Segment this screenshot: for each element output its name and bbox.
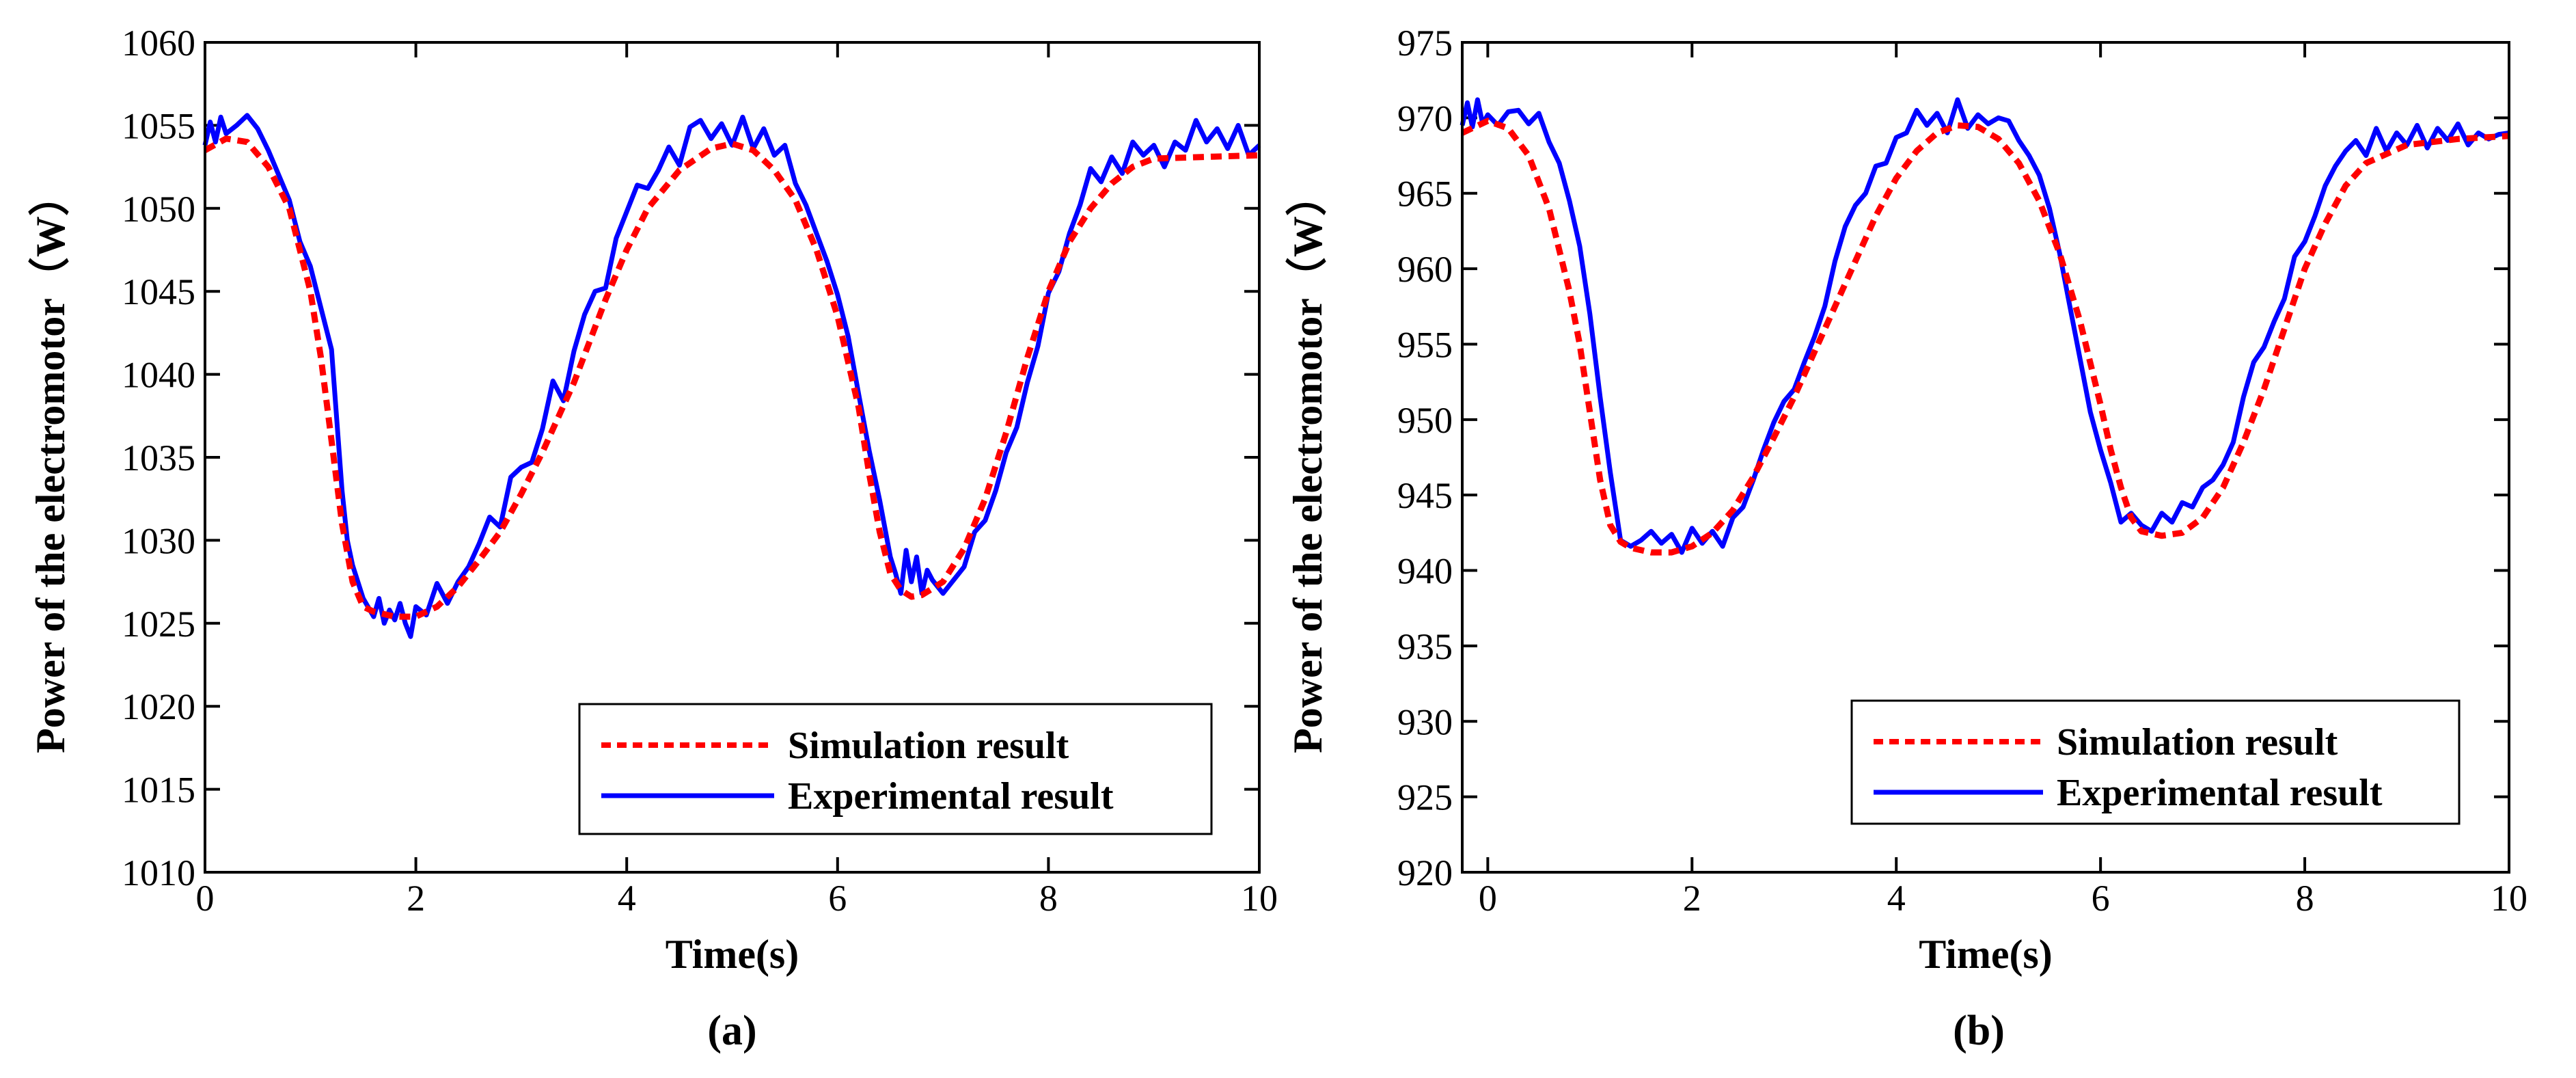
legend-label-experimental: Experimental result <box>2057 772 2383 814</box>
x-tick-label: 8 <box>1039 878 1058 919</box>
y-tick-label: 1060 <box>122 23 195 64</box>
y-tick-label: 1035 <box>122 437 195 479</box>
y-tick-label: 975 <box>1397 23 1453 64</box>
x-tick-label: 0 <box>1479 878 1497 919</box>
y-tick-label: 1055 <box>122 105 195 146</box>
x-axis-title: Time(s) <box>1919 932 2053 977</box>
y-tick-label: 950 <box>1397 400 1453 441</box>
y-tick-label: 1045 <box>122 271 195 312</box>
y-tick-label: 970 <box>1397 98 1453 139</box>
y-axis-title: Power of the electromotor（W） <box>27 175 73 753</box>
legend-label-simulation: Simulation result <box>788 725 1069 767</box>
chart-panel-b: 920 925 930 935 940 945 950 955 960 965 970 975 0 2 4… <box>1285 23 2527 1054</box>
x-tick-label: 6 <box>828 878 847 919</box>
y-tick-label: 965 <box>1397 174 1453 215</box>
x-tick-label: 10 <box>1241 878 1278 919</box>
y-tick-label: 1025 <box>122 604 195 645</box>
x-tick-label: 4 <box>1887 878 1906 919</box>
y-axis-title: Power of the electromotor（W） <box>1285 175 1330 753</box>
y-tick-label: 940 <box>1397 551 1453 592</box>
series-group <box>202 113 1261 639</box>
x-tick-label: 10 <box>2491 878 2527 919</box>
panel-caption: (a) <box>707 1008 756 1054</box>
panel-caption: (b) <box>1953 1008 2005 1054</box>
x-tick-label: 2 <box>1683 878 1701 919</box>
series-simulation-line <box>203 135 1260 620</box>
chart-panel-a: 1010101510201025103010351040104510501055… <box>27 23 1278 1054</box>
x-axis-title: Time(s) <box>666 932 799 977</box>
y-tick-label: 945 <box>1397 475 1453 516</box>
y-tick-label: 930 <box>1397 701 1453 742</box>
y-tick-label: 925 <box>1397 777 1453 818</box>
y-tick-label: 1020 <box>122 686 195 727</box>
y-tick-label: 920 <box>1397 852 1453 893</box>
y-tick-label: 935 <box>1397 626 1453 667</box>
series-experimental-line <box>1460 97 2510 555</box>
y-tick-label: 1030 <box>122 520 195 561</box>
y-tick-label: 1040 <box>122 355 195 396</box>
x-tick-label: 8 <box>2296 878 2314 919</box>
y-tick-labels: 1010 1015 1020 1025 1030 1035 1040 1045 1050 1055… <box>122 23 195 893</box>
y-tick-label: 960 <box>1397 249 1453 290</box>
x-tick-label: 4 <box>618 878 636 919</box>
legend: Simulation result Experimental result <box>578 703 1213 835</box>
legend-label-simulation: Simulation result <box>2057 721 2338 764</box>
y-tick-label: 1010 <box>122 852 195 893</box>
x-tick-labels: 0 2 4 6 8 10 <box>1479 878 2527 919</box>
legend-label-experimental: Experimental result <box>788 775 1114 818</box>
y-tick-label: 955 <box>1397 324 1453 365</box>
y-tick-label: 1050 <box>122 189 195 230</box>
legend-box <box>578 703 1213 835</box>
legend: Simulation result Experimental result <box>1850 699 2461 825</box>
x-tick-label: 6 <box>2092 878 2110 919</box>
y-tick-label: 1015 <box>122 770 195 811</box>
series-simulation-line <box>1461 118 2510 556</box>
x-tick-label: 2 <box>407 878 425 919</box>
y-tick-labels: 920 925 930 935 940 945 950 955 960 965 970 975 <box>1397 23 1453 893</box>
series-group <box>1460 97 2510 556</box>
x-tick-label: 0 <box>196 878 215 919</box>
plot-area-frame <box>204 41 1261 874</box>
plot-area-frame <box>1461 41 2510 874</box>
legend-box <box>1850 699 2461 825</box>
x-tick-labels: 0 2 4 6 8 10 <box>196 878 1278 919</box>
